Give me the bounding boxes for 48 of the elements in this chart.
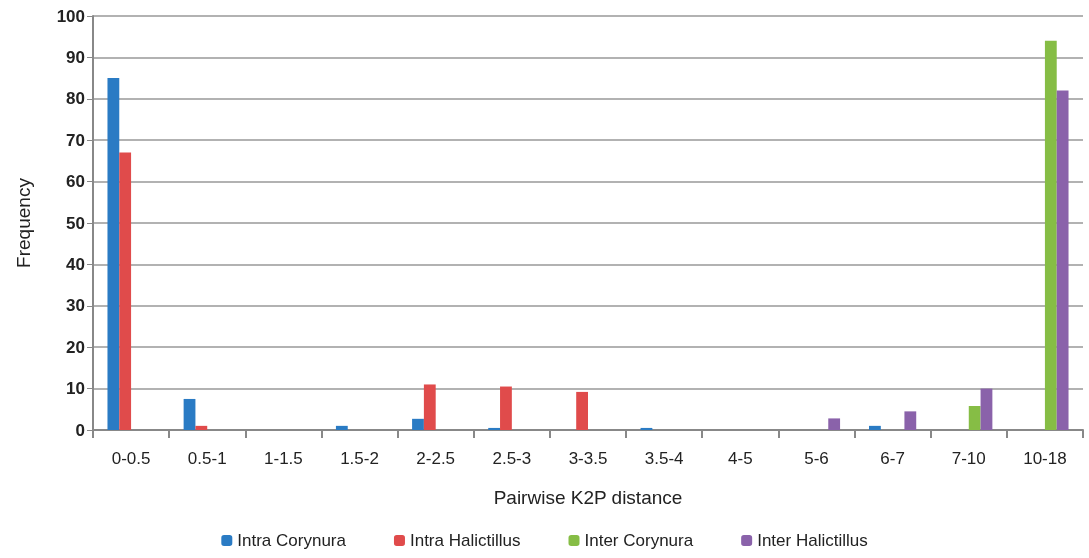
x-tick-label: 4-5 — [728, 449, 753, 468]
bar — [869, 425, 881, 430]
y-tick-label: 20 — [66, 337, 85, 357]
bar — [488, 427, 501, 430]
bar — [335, 425, 348, 430]
y-axis-title: Frequency — [13, 177, 34, 268]
legend-label: Intra Corynura — [237, 531, 347, 550]
bar — [980, 388, 993, 430]
x-axis-title: Pairwise K2P distance — [493, 487, 683, 508]
y-tick-label: 70 — [66, 130, 85, 150]
legend-label: Intra Halictillus — [409, 531, 521, 550]
x-tick-label: 0-0.5 — [111, 449, 151, 468]
y-tick-label: 10 — [66, 379, 85, 399]
bar — [1056, 90, 1069, 430]
y-tick-label: 50 — [66, 213, 85, 233]
bar — [1044, 40, 1057, 430]
x-tick-label: 3-3.5 — [568, 449, 608, 468]
bar — [119, 152, 132, 430]
x-tick-label: 1-1.5 — [264, 449, 303, 468]
y-tick-label: 60 — [66, 172, 85, 192]
bar — [640, 427, 653, 430]
bar — [828, 418, 841, 430]
y-tick-label: 30 — [66, 296, 85, 316]
bar — [107, 78, 120, 430]
y-tick-label: 100 — [56, 6, 85, 26]
x-tick-label: 7-10 — [951, 449, 986, 468]
bar — [195, 425, 208, 430]
bar — [500, 386, 512, 430]
legend-label: Inter Halictillus — [757, 531, 868, 550]
x-tick-label: 2-2.5 — [416, 449, 456, 468]
y-tick-label: 0 — [75, 420, 85, 440]
y-tick-label: 90 — [66, 47, 85, 67]
bar — [183, 398, 196, 430]
x-tick-label: 5-6 — [804, 449, 829, 468]
x-tick-label: 0.5-1 — [187, 449, 227, 468]
bar — [904, 411, 917, 430]
bar — [412, 418, 424, 430]
legend-label: Inter Corynura — [584, 531, 694, 550]
x-tick-label: 6-7 — [880, 449, 905, 468]
y-tick-label: 40 — [66, 254, 85, 274]
x-tick-label: 1.5-2 — [340, 449, 379, 468]
y-tick-label: 80 — [66, 89, 85, 109]
bar — [968, 405, 981, 430]
x-tick-label: 3.5-4 — [644, 449, 684, 468]
x-tick-label: 2.5-3 — [492, 449, 532, 468]
bar — [423, 384, 436, 430]
x-tick-label: 10-18 — [1023, 449, 1067, 468]
bar — [576, 391, 588, 430]
